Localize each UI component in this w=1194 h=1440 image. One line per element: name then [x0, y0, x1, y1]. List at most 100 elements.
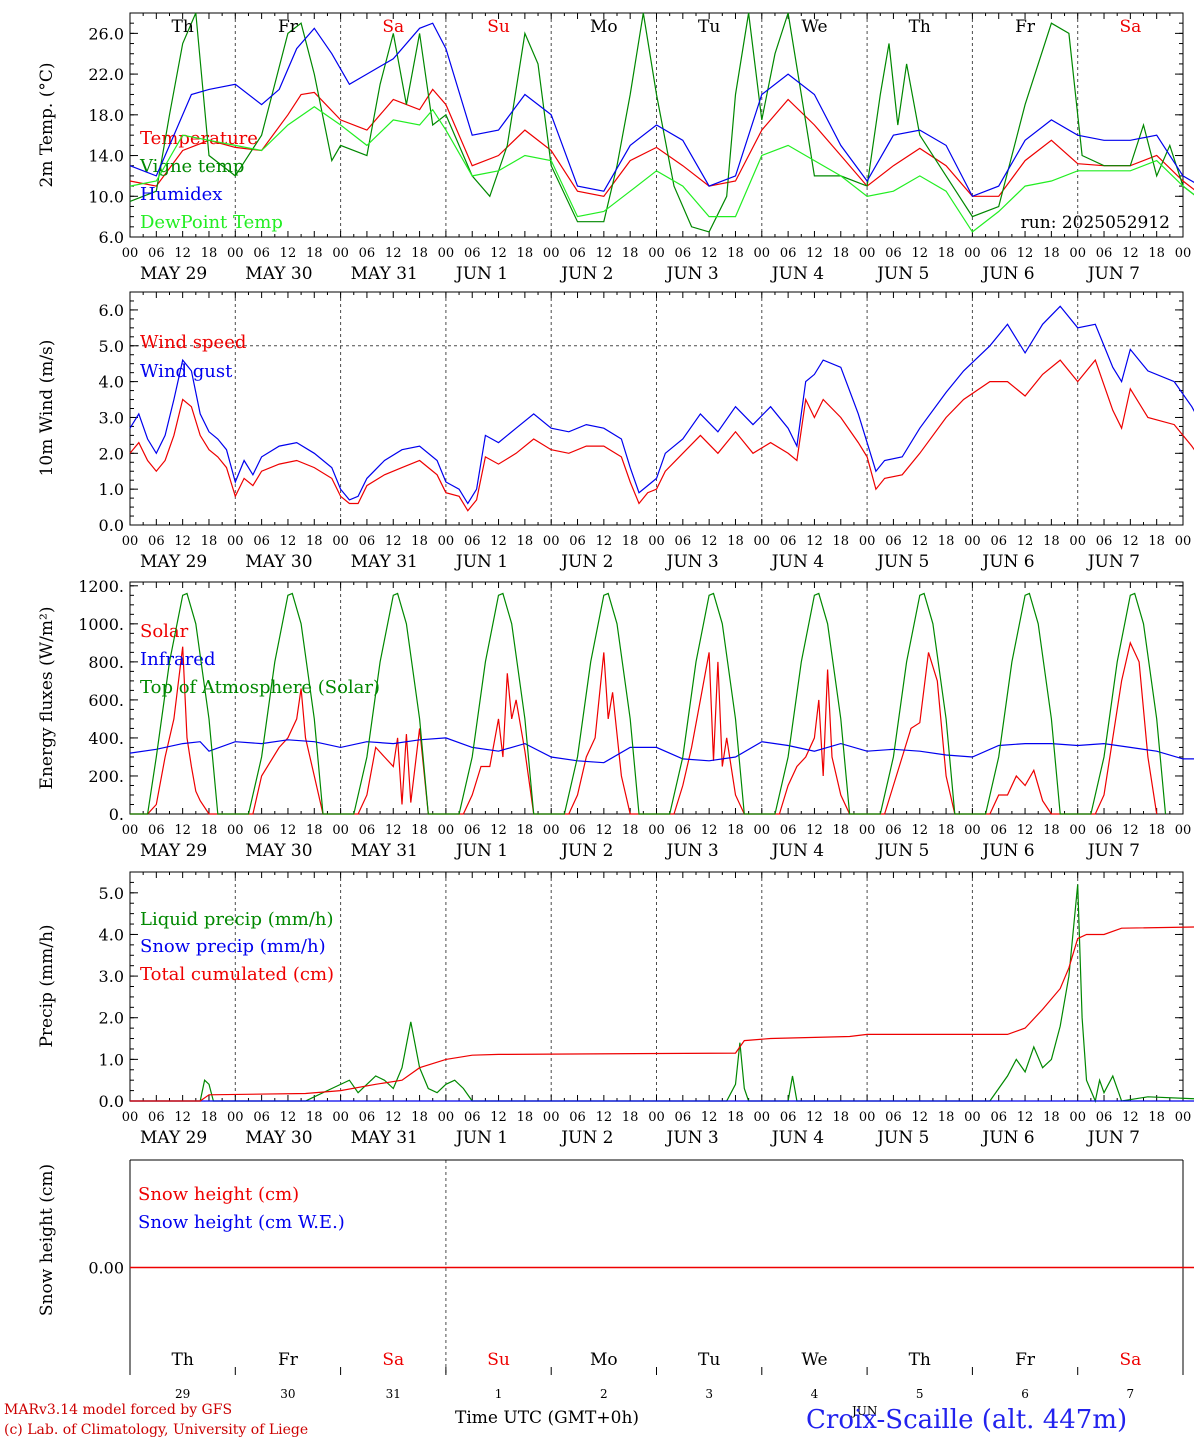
- date-label: JUN 1: [454, 552, 508, 572]
- y-tick-label: 0.0: [99, 1092, 124, 1111]
- series-line-solar: [130, 641, 1158, 815]
- y-tick-label: 10.0: [88, 187, 124, 206]
- hour-tick-label: 18: [1148, 1110, 1165, 1125]
- hour-tick-label: 18: [1148, 534, 1165, 549]
- hour-tick-label: 12: [806, 534, 823, 549]
- hour-tick-label: 00: [648, 1110, 665, 1125]
- hour-tick-label: 18: [727, 246, 744, 261]
- hour-tick-label: 00: [227, 246, 244, 261]
- y-tick-label: 5.0: [99, 884, 124, 903]
- hour-tick-label: 00: [438, 246, 455, 261]
- day-of-week-label: Su: [487, 17, 510, 37]
- hour-tick-label: 06: [569, 823, 586, 838]
- date-label: JUN 6: [980, 1128, 1034, 1148]
- date-label: JUN 6: [980, 264, 1034, 284]
- hour-tick-label: 00: [964, 534, 981, 549]
- hour-tick-label: 12: [911, 246, 928, 261]
- date-label: JUN 4: [770, 1128, 824, 1148]
- day-of-week-label: Th: [172, 1350, 194, 1370]
- y-tick-label: 2.0: [99, 1009, 124, 1028]
- hour-tick-label: 06: [253, 246, 270, 261]
- date-label: MAY 29: [140, 1128, 207, 1148]
- hour-tick-label: 18: [306, 823, 323, 838]
- x-axis-label: Time UTC (GMT+0h): [455, 1408, 639, 1428]
- day-number-label: 2: [600, 1387, 608, 1401]
- hour-tick-label: 00: [227, 823, 244, 838]
- hour-tick-label: 06: [990, 534, 1007, 549]
- date-label: JUN 5: [875, 552, 929, 572]
- hour-tick-label: 00: [859, 823, 876, 838]
- hour-tick-label: 00: [332, 246, 349, 261]
- hour-tick-label: 00: [543, 1110, 560, 1125]
- legend-entry: Liquid precip (mm/h): [140, 909, 334, 930]
- hour-tick-label: 00: [1175, 534, 1192, 549]
- legend-entry: Snow precip (mm/h): [140, 936, 326, 957]
- hour-tick-label: 12: [280, 823, 297, 838]
- hour-tick-label: 12: [1122, 246, 1139, 261]
- hour-tick-label: 06: [148, 1110, 165, 1125]
- hour-tick-label: 06: [569, 534, 586, 549]
- hour-tick-label: 00: [227, 534, 244, 549]
- hour-tick-label: 06: [780, 1110, 797, 1125]
- legend-entry: Vigne temp: [139, 156, 244, 177]
- hour-tick-label: 00: [754, 1110, 771, 1125]
- hour-tick-label: 06: [1096, 534, 1113, 549]
- hour-tick-label: 00: [1069, 534, 1086, 549]
- hour-tick-label: 06: [464, 246, 481, 261]
- y-tick-label: 0.: [109, 805, 124, 824]
- series-line-liquid-precip-mm-h-: [130, 884, 1194, 1104]
- hour-tick-label: 00: [754, 246, 771, 261]
- date-label: MAY 30: [245, 841, 312, 861]
- hour-tick-label: 12: [1017, 534, 1034, 549]
- hour-tick-label: 06: [780, 246, 797, 261]
- hour-tick-label: 18: [1148, 823, 1165, 838]
- date-label: JUN 1: [454, 264, 508, 284]
- series-line-total-cumulated-cm-: [130, 926, 1194, 1102]
- hour-tick-label: 18: [201, 1110, 218, 1125]
- hour-tick-label: 18: [1043, 534, 1060, 549]
- hour-tick-label: 18: [833, 534, 850, 549]
- legend-entry: Infrared: [140, 649, 215, 670]
- day-of-week-label: Tu: [698, 17, 720, 37]
- hour-tick-label: 12: [490, 823, 507, 838]
- hour-tick-label: 18: [622, 534, 639, 549]
- hour-tick-label: 06: [1096, 246, 1113, 261]
- hour-tick-label: 00: [543, 534, 560, 549]
- hour-tick-label: 18: [622, 823, 639, 838]
- date-label: JUN 2: [559, 264, 613, 284]
- hour-tick-label: 00: [227, 1110, 244, 1125]
- hour-tick-label: 06: [780, 823, 797, 838]
- hour-tick-label: 06: [675, 534, 692, 549]
- date-label: JUN 5: [875, 264, 929, 284]
- hour-tick-label: 06: [780, 534, 797, 549]
- series-line-temperature: [129, 88, 1194, 197]
- hour-tick-label: 18: [201, 534, 218, 549]
- hour-tick-label: 06: [990, 246, 1007, 261]
- hour-tick-label: 12: [1017, 1110, 1034, 1125]
- hour-tick-label: 06: [464, 1110, 481, 1125]
- run-label: run: 2025052912: [1021, 213, 1170, 233]
- panel-5: 0.00 Snow height (cm) Snow height (cm) Snow…: [37, 1159, 1194, 1401]
- hour-tick-label: 18: [938, 246, 955, 261]
- y-tick-label: 1000.: [78, 615, 124, 634]
- legend-entry: Total cumulated (cm): [140, 964, 334, 985]
- legend-entry: Wind gust: [140, 361, 233, 382]
- hour-tick-label: 06: [885, 823, 902, 838]
- day-of-week-label: We: [801, 1350, 827, 1370]
- hour-tick-label: 12: [1122, 1110, 1139, 1125]
- hour-tick-label: 12: [596, 823, 613, 838]
- hour-tick-label: 12: [596, 246, 613, 261]
- y-tick-label: 6.0: [99, 301, 124, 320]
- date-label: JUN 2: [559, 552, 613, 572]
- hour-tick-label: 06: [569, 246, 586, 261]
- hour-tick-label: 06: [359, 246, 376, 261]
- legend-entry: Snow height (cm W.E.): [138, 1212, 345, 1233]
- hour-tick-label: 00: [1175, 1110, 1192, 1125]
- date-label: MAY 30: [245, 264, 312, 284]
- hour-tick-label: 12: [490, 1110, 507, 1125]
- hour-tick-label: 18: [306, 246, 323, 261]
- date-label: JUN 4: [770, 841, 824, 861]
- hour-tick-label: 18: [727, 534, 744, 549]
